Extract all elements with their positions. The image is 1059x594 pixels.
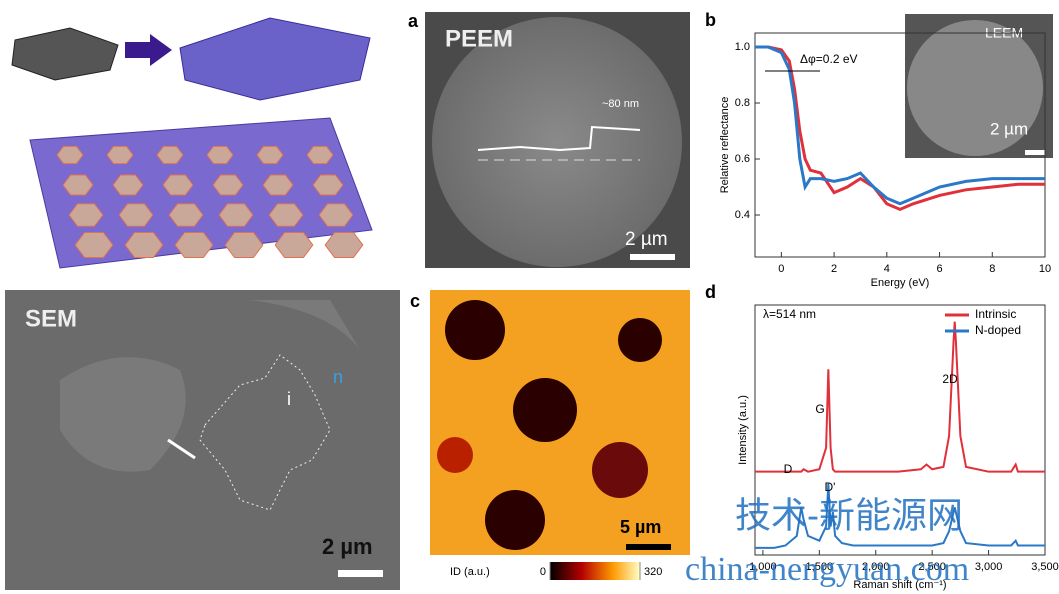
y-axis-label: Relative reflectance (719, 97, 731, 194)
watermark: china-nengyuan.com (685, 551, 969, 588)
panel-label: b (705, 10, 716, 30)
colorbar-label: ID (a.u.) (450, 566, 490, 578)
image-title: SEM (25, 305, 77, 332)
scale-bar (626, 544, 671, 550)
y-tick-label: 1.0 (735, 41, 750, 53)
x-tick-label: 10 (1039, 263, 1051, 275)
y-tick-label: 0.4 (735, 209, 750, 221)
colorbar-tick-label: 0 (540, 566, 546, 578)
figure: a PEEM ~80 nm 2 µm SEM i n 2 µm c 5 µm I… (0, 0, 1059, 594)
inset-scale: 2 µm (990, 119, 1028, 138)
scale-bar (338, 570, 383, 577)
annotation: ~80 nm (602, 98, 639, 110)
region-label: n (333, 367, 343, 387)
legend-label: Intrinsic (975, 307, 1016, 321)
schematic (12, 18, 372, 268)
colorbar-tick-label: 320 (644, 566, 662, 578)
legend-label: N-doped (975, 323, 1021, 337)
colorbar (550, 562, 640, 580)
x-tick-label: 3,500 (1031, 561, 1059, 573)
watermark: 技术-新能源网 (735, 495, 963, 536)
x-axis-label: Energy (eV) (871, 277, 930, 289)
panel-label: d (705, 282, 716, 302)
x-tick-label: 3,000 (975, 561, 1003, 573)
region-label: i (287, 389, 291, 409)
y-tick-label: 0.8 (735, 97, 750, 109)
x-tick-label: 4 (884, 263, 890, 275)
y-tick-label: 0.6 (735, 153, 750, 165)
y-axis-label: Intensity (a.u.) (737, 395, 749, 465)
peak-label: D' (825, 480, 836, 494)
series-line (755, 322, 1045, 472)
hexagon (325, 232, 363, 257)
peak-label: 2D (942, 372, 958, 386)
scale-bar (1025, 150, 1045, 155)
scale-label: 2 µm (322, 534, 373, 559)
scale-label: 5 µm (620, 517, 661, 537)
x-tick-label: 8 (989, 263, 995, 275)
peak-label: G (815, 402, 824, 416)
peak-label: D (784, 462, 793, 476)
x-tick-label: 0 (778, 263, 784, 275)
x-tick-label: 2 (831, 263, 837, 275)
annotation: λ=514 nm (763, 307, 816, 321)
annotation: Δφ=0.2 eV (800, 52, 858, 66)
image-title: PEEM (445, 25, 513, 52)
scale-bar (630, 254, 675, 260)
panel-label: c (410, 291, 420, 311)
panel-label: a (408, 11, 419, 31)
scale-label: 2 µm (625, 229, 668, 250)
x-tick-label: 6 (936, 263, 942, 275)
